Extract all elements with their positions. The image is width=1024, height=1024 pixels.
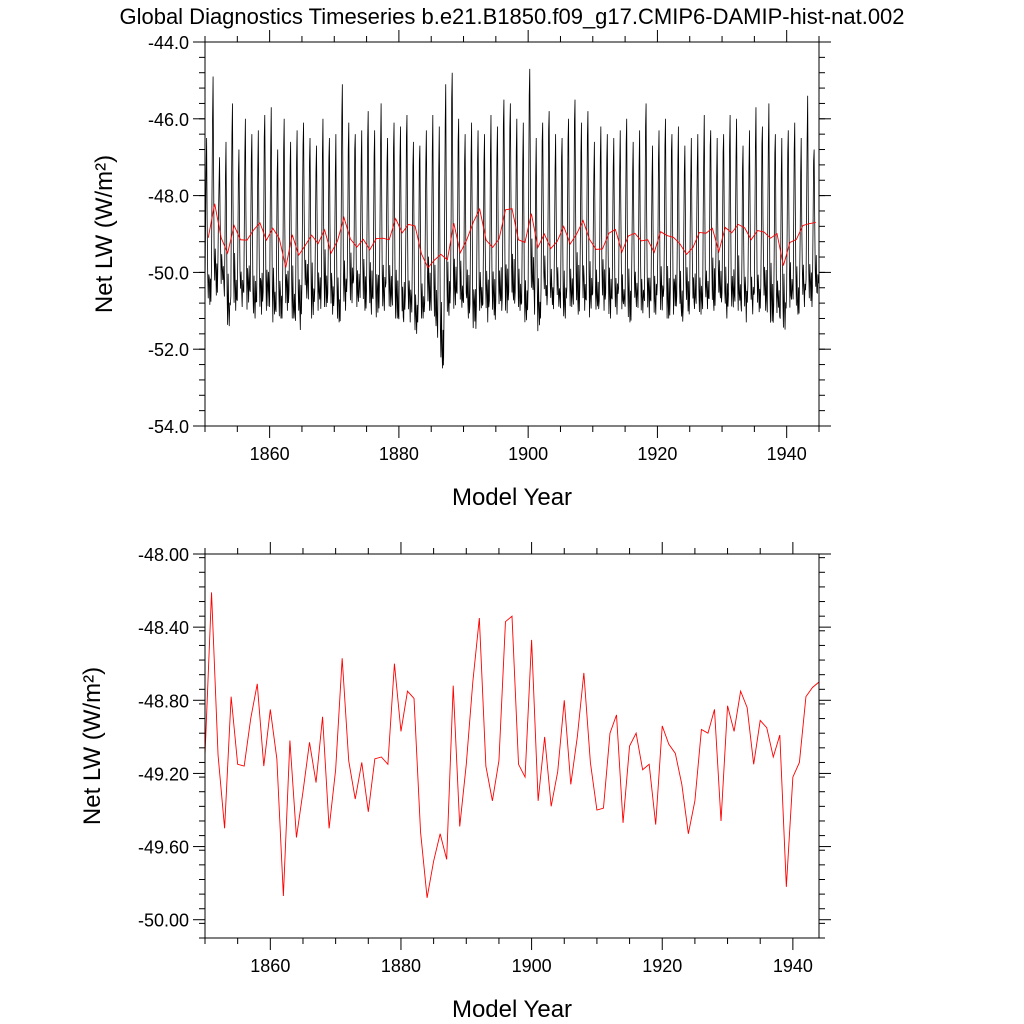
panel-bottom-annual: -50.00 -49.60 -49.20 -48.80 -48.40 -48.00 1860… — [79, 542, 831, 1023]
top-x-tick-label: 1900 — [508, 444, 548, 464]
panel-top-monthly-annual: -54.0 -52.0 -50.0 -48.0 -46.0 -44.0 1860 1880 19… — [91, 30, 831, 511]
bottom-y-tick-label: -50.00 — [138, 911, 189, 931]
top-axes-group: -54.0 -52.0 -50.0 -48.0 -46.0 -44.0 1860 1880 19… — [148, 30, 831, 464]
top-series-group — [205, 68, 819, 369]
bottom-annual-series-line — [205, 592, 819, 898]
bottom-y-axis-label: Net LW (W/m²) — [79, 667, 106, 825]
bottom-x-tick-label: 1900 — [512, 956, 552, 976]
top-y-tick-label: -46.0 — [148, 110, 189, 130]
top-y-tick-label: -48.0 — [148, 187, 189, 207]
figure-title: Global Diagnostics Timeseries b.e21.B185… — [119, 4, 904, 29]
bottom-x-axis-label: Model Year — [452, 996, 572, 1023]
top-monthly-series-line — [205, 68, 819, 369]
top-y-tick-label: -50.0 — [148, 263, 189, 283]
bottom-y-tick-label: -49.60 — [138, 838, 189, 858]
bottom-x-tick-label: 1940 — [773, 956, 813, 976]
bottom-y-tick-label: -48.80 — [138, 691, 189, 711]
top-x-tick-label: 1920 — [637, 444, 677, 464]
bottom-y-tick-label: -49.20 — [138, 764, 189, 784]
bottom-plot-frame — [204, 553, 820, 939]
top-y-tick-label: -44.0 — [148, 33, 189, 53]
bottom-x-tick-label: 1880 — [381, 956, 421, 976]
top-x-axis-label: Model Year — [452, 484, 572, 511]
top-y-tick-label: -54.0 — [148, 417, 189, 437]
bottom-series-group — [205, 592, 819, 898]
top-y-tick-label: -52.0 — [148, 340, 189, 360]
top-x-tick-label: 1860 — [250, 444, 290, 464]
top-x-tick-label: 1940 — [767, 444, 807, 464]
top-y-axis-label: Net LW (W/m²) — [91, 155, 118, 313]
bottom-x-tick-label: 1860 — [250, 956, 290, 976]
top-annual-series-line — [207, 203, 816, 269]
bottom-axes-group: -50.00 -49.60 -49.20 -48.80 -48.40 -48.00 1860… — [138, 542, 831, 976]
bottom-y-tick-label: -48.40 — [138, 618, 189, 638]
bottom-y-tick-label: -48.00 — [138, 545, 189, 565]
top-x-tick-label: 1880 — [379, 444, 419, 464]
bottom-x-tick-label: 1920 — [642, 956, 682, 976]
top-plot-frame — [204, 41, 820, 427]
